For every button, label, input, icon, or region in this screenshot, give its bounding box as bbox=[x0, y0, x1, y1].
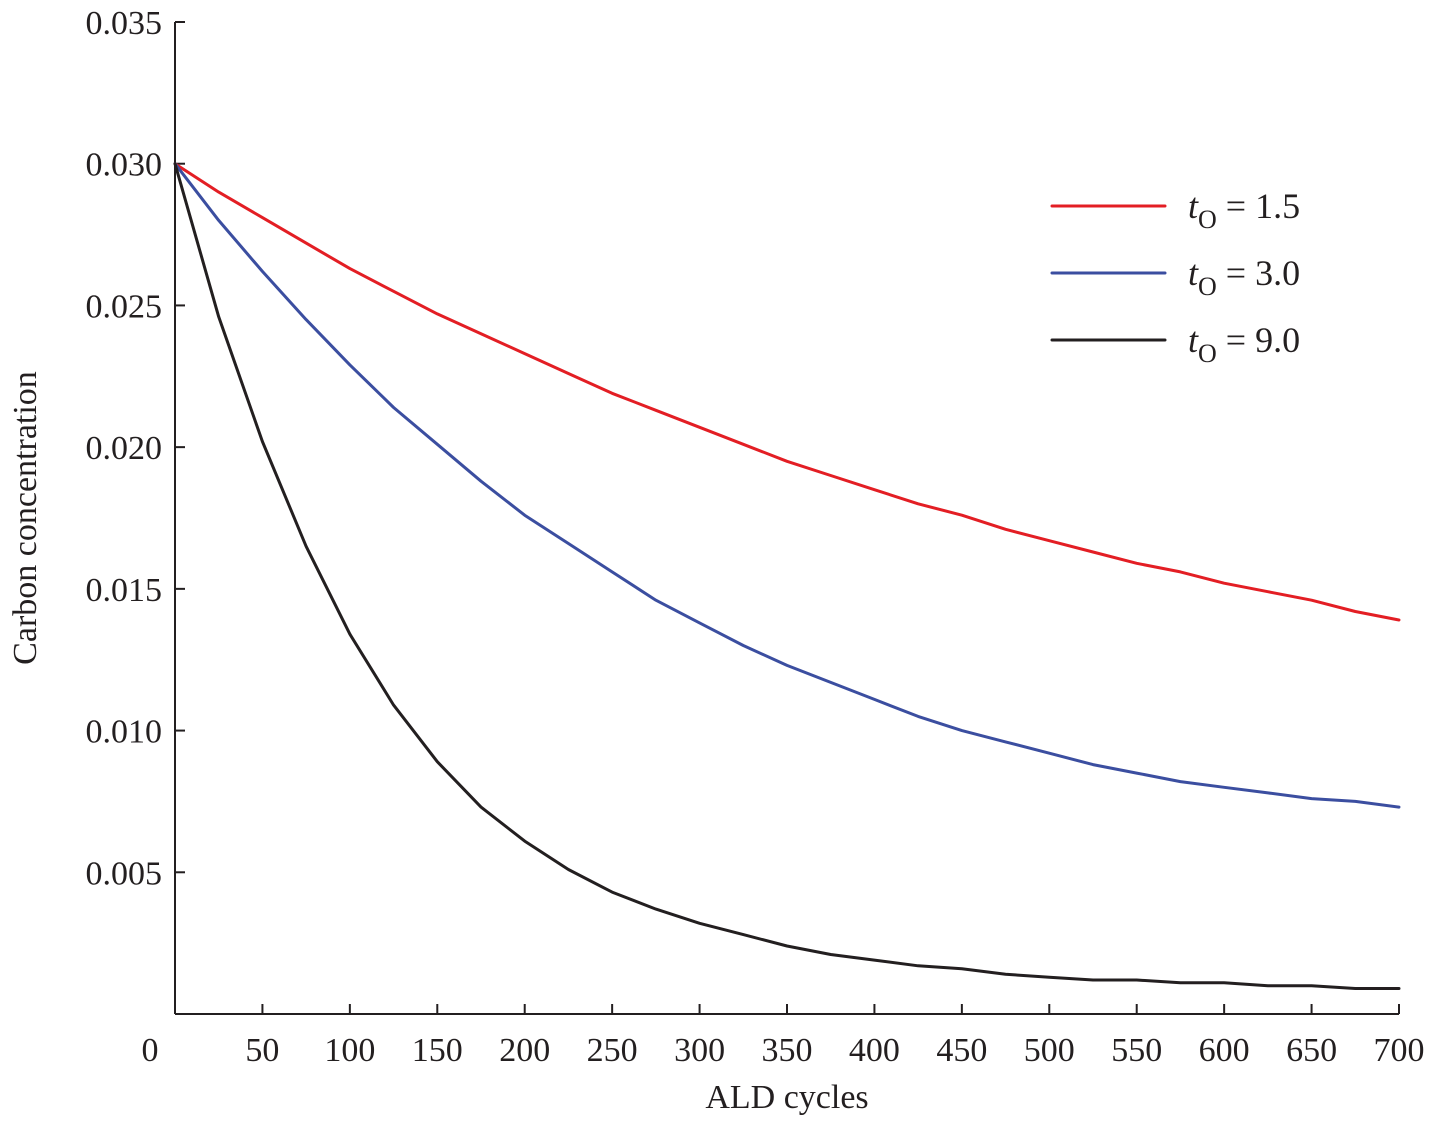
y-axis-title: Carbon concentration bbox=[7, 371, 44, 665]
legend: tO = 1.5 tO = 3.0 tO = 9.0 bbox=[1052, 186, 1300, 368]
legend-label-1: tO = 1.5 bbox=[1188, 186, 1300, 234]
legend-value: = 1.5 bbox=[1217, 186, 1300, 226]
x-tick-label: 400 bbox=[849, 1032, 900, 1069]
legend-subscript: O bbox=[1198, 339, 1217, 368]
series-line-2 bbox=[175, 164, 1399, 807]
y-tick-label: 0.025 bbox=[86, 288, 163, 325]
x-tick-label: 0 bbox=[142, 1032, 159, 1069]
x-tick-label: 200 bbox=[499, 1032, 550, 1069]
x-tick-label: 250 bbox=[587, 1032, 638, 1069]
x-tick-label: 50 bbox=[245, 1032, 279, 1069]
y-tick-label: 0.030 bbox=[86, 147, 163, 184]
y-tick-label: 0.010 bbox=[86, 714, 163, 751]
legend-label-3: tO = 9.0 bbox=[1188, 320, 1300, 368]
legend-value: = 9.0 bbox=[1217, 320, 1300, 360]
legend-label-2: tO = 3.0 bbox=[1188, 253, 1300, 301]
x-tick-label: 500 bbox=[1024, 1032, 1075, 1069]
axes bbox=[175, 22, 1399, 1014]
y-ticks: 0.005 0.010 0.015 0.020 0.025 0.030 0.035 bbox=[86, 5, 186, 892]
legend-value: = 3.0 bbox=[1217, 253, 1300, 293]
legend-subscript: O bbox=[1198, 272, 1217, 301]
legend-subscript: O bbox=[1198, 205, 1217, 234]
y-tick-label: 0.035 bbox=[86, 5, 163, 42]
x-tick-label: 450 bbox=[936, 1032, 987, 1069]
x-tick-label: 550 bbox=[1111, 1032, 1162, 1069]
x-tick-label: 600 bbox=[1199, 1032, 1250, 1069]
y-tick-label: 0.020 bbox=[86, 430, 163, 467]
x-tick-label: 150 bbox=[412, 1032, 463, 1069]
x-tick-label: 650 bbox=[1286, 1032, 1337, 1069]
y-tick-label: 0.005 bbox=[86, 855, 163, 892]
x-axis-title: ALD cycles bbox=[705, 1079, 868, 1116]
x-tick-label: 100 bbox=[324, 1032, 375, 1069]
x-tick-label: 300 bbox=[674, 1032, 725, 1069]
y-tick-label: 0.015 bbox=[86, 572, 163, 609]
x-tick-label: 350 bbox=[762, 1032, 813, 1069]
x-tick-label: 700 bbox=[1374, 1032, 1425, 1069]
